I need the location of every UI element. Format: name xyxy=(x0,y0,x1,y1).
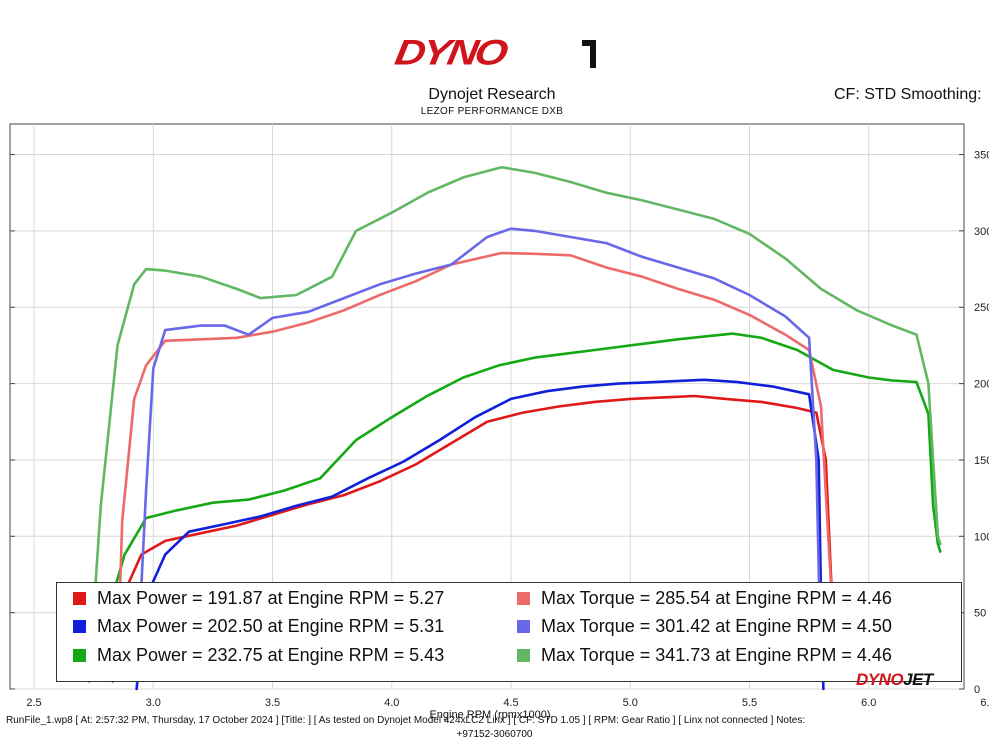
legend-swatch xyxy=(73,648,86,662)
legend-item: Max Torque = 285.54 at Engine RPM = 4.46 xyxy=(517,585,892,611)
y-tick-label: 350 xyxy=(974,150,989,162)
y-tick-label: 50 xyxy=(974,608,986,620)
x-tick-label: 2.5 xyxy=(26,697,41,709)
x-tick-label: 3.0 xyxy=(146,697,161,709)
chart-title: Dynojet Research xyxy=(428,86,556,103)
x-tick-label: 6.5 xyxy=(980,697,989,709)
series-line xyxy=(87,332,942,683)
series-line xyxy=(135,227,823,683)
y-tick-label: 300 xyxy=(974,226,989,238)
footer-info: RunFile_1.wp8 [ At: 2:57:32 PM, Thursday… xyxy=(6,715,806,726)
legend-swatch xyxy=(73,619,86,633)
legend-swatch xyxy=(517,648,530,662)
series-line xyxy=(111,394,837,683)
x-axis-label: Engine RPM (rpmx1000) xyxy=(429,709,551,721)
series-line xyxy=(87,165,942,683)
y-tick-label: 0 xyxy=(974,684,980,696)
brand-part2: JET xyxy=(903,670,933,689)
chart-subtitle: LEZOF PERFORMANCE DXB xyxy=(420,106,564,117)
legend-item: Max Power = 232.75 at Engine RPM = 5.43 xyxy=(73,642,444,668)
x-tick-label: 5.0 xyxy=(623,697,638,709)
y-tick-label: 150 xyxy=(974,455,989,467)
legend-swatch xyxy=(73,591,86,605)
x-tick-label: 4.0 xyxy=(384,697,399,709)
legend-swatch xyxy=(517,591,530,605)
series-line xyxy=(116,251,837,673)
series-line xyxy=(135,378,825,691)
y-tick-label: 200 xyxy=(974,379,989,391)
x-tick-label: 6.0 xyxy=(861,697,876,709)
axis-ticks: 2.5 3.0 3.5 4.0 4.5 5.0 5.5 6.0 6.50 50 100 150 200 2… xyxy=(10,150,989,709)
y-tick-label: 250 xyxy=(974,302,989,314)
legend: Max Power = 191.87 at Engine RPM = 5.27 … xyxy=(56,582,962,682)
legend-label: Max Torque = 301.42 at Engine RPM = 4.50 xyxy=(541,615,892,636)
x-tick-label: 4.5 xyxy=(503,697,518,709)
brand-part1: DYNO xyxy=(856,670,904,689)
legend-label: Max Power = 191.87 at Engine RPM = 5.27 xyxy=(97,587,445,608)
legend-label: Max Torque = 285.54 at Engine RPM = 4.46 xyxy=(541,587,892,608)
y-tick-label: 100 xyxy=(974,531,989,543)
legend-item: Max Torque = 301.42 at Engine RPM = 4.50 xyxy=(517,613,892,639)
cf-label: CF: STD Smoothing: xyxy=(834,86,982,103)
legend-label: Max Power = 202.50 at Engine RPM = 5.31 xyxy=(97,615,445,636)
series-group xyxy=(87,165,942,691)
logo-mark xyxy=(582,40,596,68)
x-tick-label: 3.5 xyxy=(265,697,280,709)
legend-item: Max Torque = 341.73 at Engine RPM = 4.46 xyxy=(517,642,892,668)
legend-item: Max Power = 202.50 at Engine RPM = 5.31 xyxy=(73,613,444,639)
legend-swatch xyxy=(517,619,530,633)
x-tick-label: 5.5 xyxy=(742,697,757,709)
legend-item: Max Power = 191.87 at Engine RPM = 5.27 xyxy=(73,585,444,611)
legend-label: Max Power = 232.75 at Engine RPM = 5.43 xyxy=(97,644,445,665)
footer-phone: +97152-3060700 xyxy=(456,729,533,740)
dynojet-brand: DYNOJET xyxy=(856,670,933,690)
legend-label: Max Torque = 341.73 at Engine RPM = 4.46 xyxy=(541,644,892,665)
